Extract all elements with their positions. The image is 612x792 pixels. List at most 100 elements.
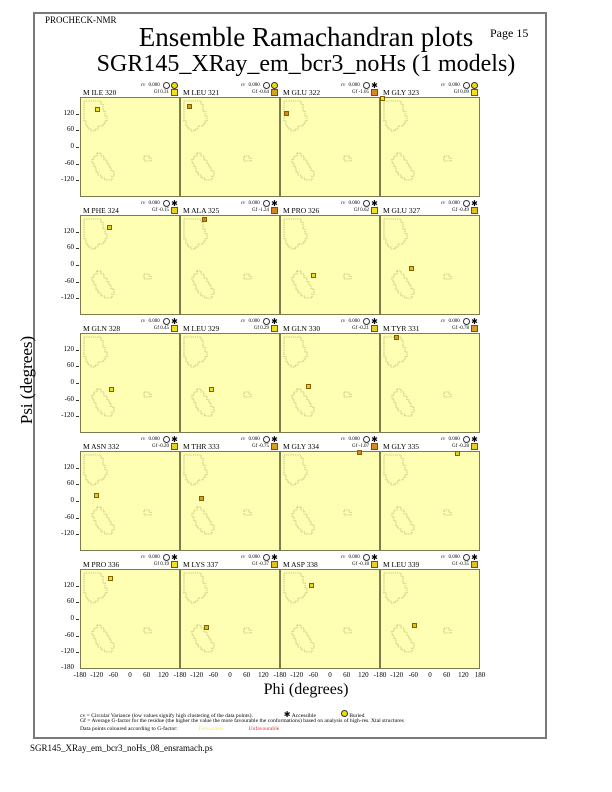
y-tick-label: 120 [63, 462, 75, 471]
ramachandran-panel [80, 569, 180, 669]
circular-variance: cv 0.000 ✱ [340, 553, 378, 562]
circular-variance: cv 0.000 ✱ [440, 199, 478, 208]
y-tick-mark [76, 585, 79, 587]
gfactor-color-box [371, 89, 378, 96]
x-tick-label: 0 [328, 671, 332, 679]
data-point [108, 386, 114, 392]
y-tick-mark [76, 501, 79, 502]
allowed-regions [83, 218, 152, 299]
gfactor-color-box [371, 561, 378, 568]
y-tick-label: -60 [64, 158, 74, 167]
gfactor-color-box [471, 89, 478, 96]
clock-icon [463, 554, 470, 561]
accessible-icon: ✱ [371, 81, 378, 90]
allowed-regions [383, 454, 452, 535]
panel-header: M ALA 325 cv 0.000 ✱ Gf -1.24 [180, 200, 280, 215]
accessible-icon: ✱ [371, 317, 378, 326]
y-tick-label: 60 [67, 243, 74, 252]
accessible-icon: ✱ [371, 199, 378, 208]
y-tick-label: -60 [64, 394, 74, 403]
allowed-regions [283, 336, 352, 417]
data-point [411, 623, 417, 629]
ramachandran-panel [80, 451, 180, 551]
gfactor-color-box [471, 561, 478, 568]
panel-header: M GLU 322 cv 0.000 ✱ Gf -1.05 [280, 81, 380, 97]
data-point [107, 225, 113, 231]
panel-header: M GLN 330 cv 0.000 ✱ Gf -0.21 [280, 317, 380, 333]
clock-icon [163, 554, 170, 561]
gfactor-color-box [271, 443, 278, 450]
y-tick-mark [76, 602, 79, 604]
gfactor-color-box [471, 207, 478, 214]
x-tick-label: -180 [373, 671, 387, 679]
y-tick-mark [76, 163, 79, 165]
y-tick-mark [76, 416, 79, 418]
g-factor: Gf 0.09 [454, 89, 478, 96]
y-tick-label: -120 [61, 175, 74, 184]
y-tick-mark [76, 180, 79, 182]
y-tick-mark [76, 619, 79, 620]
clock-icon [263, 200, 270, 207]
legend-line-3: Data points coloured according to G-fact… [80, 726, 280, 732]
gfactor-color-box [471, 443, 478, 450]
x-tick-label: -180 [273, 671, 287, 679]
panel-header: M PRO 326 cv 0.000 ✱ Gf 0.62 [280, 199, 380, 215]
g-factor: Gf -0.75 [252, 443, 278, 450]
accessible-icon: ✱ [171, 553, 178, 562]
g-factor: Gf -0.64 [252, 89, 278, 96]
circular-variance: cv 0.000 ✱ [340, 317, 378, 326]
page-title: Ensemble Ramachandran plots [138, 22, 474, 52]
residue-label: M ASP 338 [283, 560, 318, 569]
residue-label: M ASN 332 [83, 442, 120, 451]
x-tick-label: 0 [128, 671, 132, 679]
circular-variance: cv 0.000 [241, 82, 278, 89]
x-tick-label: 60 [443, 671, 451, 679]
x-tick-label: 0 [228, 671, 232, 679]
data-point [94, 493, 100, 499]
y-tick-mark [76, 383, 79, 384]
g-factor: Gf -0.78 [452, 325, 478, 332]
y-tick-label: 60 [67, 125, 74, 134]
g-factor: Gf -0.35 [452, 561, 478, 568]
y-tick-mark [76, 113, 79, 115]
clock-icon [463, 82, 470, 89]
allowed-regions [183, 336, 252, 417]
accessible-icon: ✱ [171, 435, 178, 444]
ramachandran-panel [80, 215, 180, 315]
x-tick-label: -120 [390, 671, 404, 679]
ramachandran-panel [80, 333, 180, 433]
data-point [203, 625, 209, 631]
panel-header: M GLU 327 cv 0.000 ✱ Gf -0.49 [380, 199, 480, 215]
g-factor: Gf -0.21 [352, 325, 378, 332]
data-point [198, 495, 204, 501]
y-tick-label: 120 [63, 344, 75, 353]
y-tick-mark [76, 635, 79, 637]
y-tick-label: -60 [64, 512, 74, 521]
y-tick-label: -180 [61, 663, 74, 671]
clock-icon [463, 200, 470, 207]
clock-icon [163, 318, 170, 325]
y-tick-mark [76, 517, 79, 519]
clock-icon [163, 436, 170, 443]
g-factor: Gf 0.29 [254, 325, 278, 332]
g-factor: Gf 0.31 [154, 89, 178, 96]
circular-variance: cv 0.000 ✱ [240, 317, 278, 326]
y-tick-label: 0 [70, 378, 75, 386]
gfactor-color-box [271, 325, 278, 332]
circular-variance: cv 0.000 ✱ [140, 199, 178, 208]
y-tick-mark [76, 467, 79, 469]
panel-header: M GLY 323 cv 0.000 Gf 0.09 [380, 82, 480, 97]
g-factor: Gf 0.62 [354, 207, 378, 214]
clock-icon [163, 82, 170, 89]
clock-icon [363, 82, 370, 89]
g-factor: Gf 0.45 [154, 325, 178, 332]
panel-header: M PRO 336 cv 0.000 ✱ Gf 0.19 [80, 553, 180, 569]
circular-variance: cv 0.000 ✱ [140, 317, 178, 326]
residue-label: M THR 333 [183, 442, 220, 451]
g-factor: Gf -1.24 [252, 207, 278, 214]
ramachandran-panel [380, 215, 480, 315]
data-point [308, 582, 314, 588]
panel-header: M GLY 335 cv 0.000 ✱ Gf -0.28 [380, 436, 480, 451]
accessible-icon: ✱ [283, 710, 291, 719]
program-label: PROCHECK-NMR [45, 15, 117, 25]
